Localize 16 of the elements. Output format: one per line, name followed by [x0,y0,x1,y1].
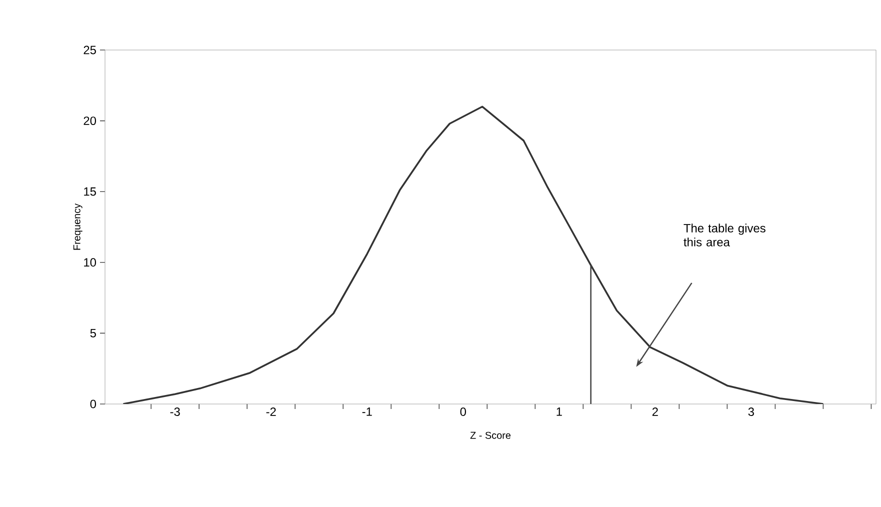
x-tick-label: 1 [556,408,562,416]
y-axis-title: Frequency [73,203,82,250]
x-tick-label: -2 [266,408,276,416]
x-axis-title: Z - Score [470,432,511,439]
annotation: The table gives this area [684,224,766,246]
y-tick-label: 5 [90,329,96,338]
x-tick-label: 0 [460,408,466,416]
x-tick-label: -1 [362,408,372,416]
y-tick-label: 20 [84,116,96,126]
y-tick-label: 10 [84,258,96,267]
x-tick-label: -3 [170,408,180,416]
y-tick-label: 0 [90,400,96,408]
y-tick-label: 25 [84,46,96,54]
y-tick-label: 15 [84,187,96,196]
x-tick-label: 2 [652,408,658,416]
x-tick-label: 3 [748,408,754,416]
